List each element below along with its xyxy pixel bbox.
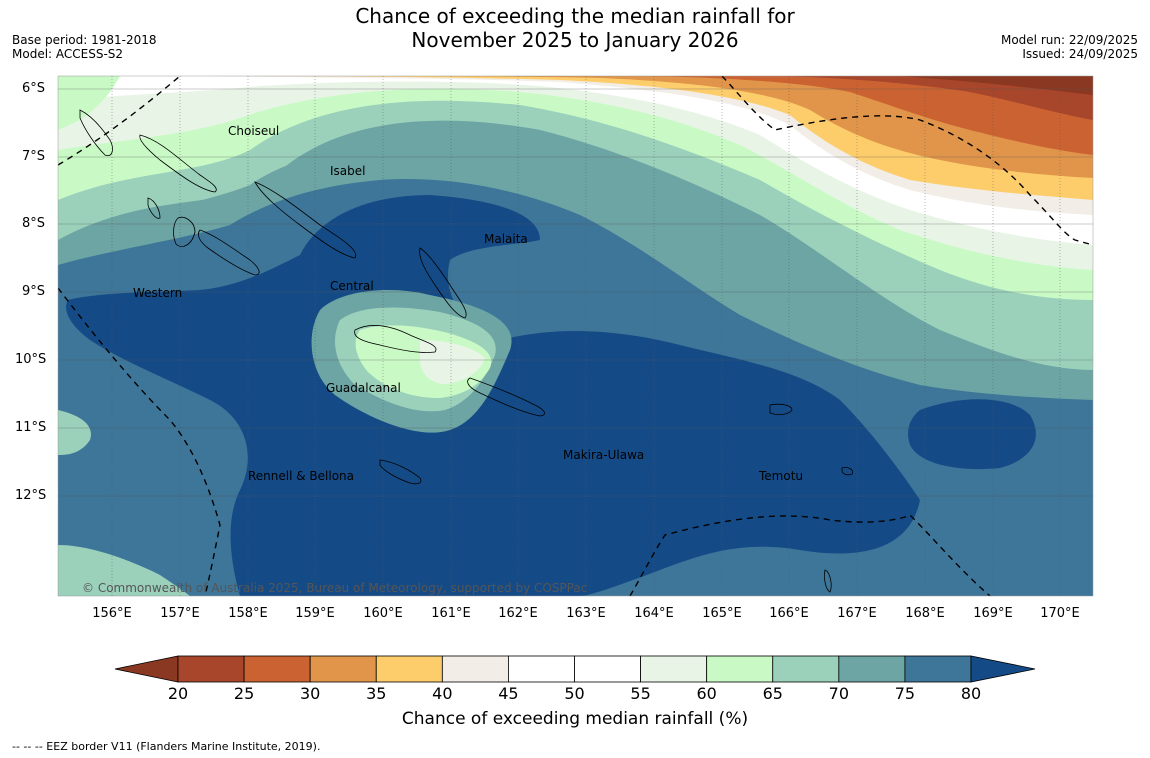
lat-label-8s: 8°S <box>22 216 46 231</box>
colorbar-extend-high <box>970 655 1036 683</box>
lat-label-6s: 6°S <box>22 81 46 96</box>
colorbar-segment <box>706 655 774 683</box>
copyright-notice: © Commonwealth of Australia 2025, Bureau… <box>82 581 587 595</box>
place-malaita: Malaita <box>484 232 528 246</box>
lon-label-164e: 164°E <box>634 606 674 621</box>
lon-label-169e: 169°E <box>973 606 1013 621</box>
colorbar-tick-label: 55 <box>630 684 651 703</box>
colorbar-tick-label: 65 <box>762 684 783 703</box>
model-name: Model: ACCESS-S2 <box>12 47 124 61</box>
lon-label-156e: 156°E <box>92 606 132 621</box>
lon-label-167e: 167°E <box>837 606 877 621</box>
colorbar-label: Chance of exceeding median rainfall (%) <box>401 709 749 729</box>
lon-label-163e: 163°E <box>566 606 606 621</box>
eez-footnote: -- -- -- EEZ border V11 (Flanders Marine… <box>12 740 321 753</box>
place-central: Central <box>330 279 374 293</box>
colorbar-tick-label: 45 <box>498 684 519 703</box>
lon-label-158e: 158°E <box>228 606 268 621</box>
chart-title-line1: Chance of exceeding the median rainfall … <box>355 4 795 28</box>
colorbar-segment <box>574 655 641 683</box>
lon-label-157e: 157°E <box>160 606 200 621</box>
lon-label-170e: 170°E <box>1040 606 1080 621</box>
lon-label-162e: 162°E <box>498 606 538 621</box>
issued-date: Issued: 24/09/2025 <box>1022 47 1138 61</box>
place-makira-ulawa: Makira-Ulawa <box>563 448 644 462</box>
place-choiseul: Choiseul <box>228 124 279 138</box>
lon-label-159e: 159°E <box>295 606 335 621</box>
lon-label-161e: 161°E <box>431 606 471 621</box>
place-rennell-bellona: Rennell & Bellona <box>248 469 354 483</box>
lon-label-160e: 160°E <box>363 606 403 621</box>
colorbar-segment <box>441 655 509 683</box>
model-run: Model run: 22/09/2025 <box>1000 33 1138 47</box>
colorbar-tick-label: 60 <box>696 684 717 703</box>
contour-fill <box>58 76 1093 596</box>
colorbar-tick-label: 70 <box>828 684 850 703</box>
lat-label-11s: 11°S <box>15 420 47 435</box>
lat-label-12s: 12°S <box>15 488 47 503</box>
coastlines <box>79 109 854 593</box>
place-western: Western <box>133 286 182 300</box>
colorbar-segment <box>640 655 708 683</box>
lon-label-168e: 168°E <box>905 606 945 621</box>
colorbar-segment <box>508 655 575 683</box>
place-temotu: Temotu <box>758 469 803 483</box>
colorbar-tick-label: 25 <box>233 684 255 703</box>
colorbar-segment <box>375 655 443 683</box>
place-isabel: Isabel <box>330 164 365 178</box>
colorbar-tick-label: 30 <box>299 684 321 703</box>
eez-borders <box>58 76 1093 596</box>
colorbar-tick-label: 20 <box>167 684 189 703</box>
lat-label-7s: 7°S <box>22 149 46 164</box>
place-guadalcanal: Guadalcanal <box>326 381 401 395</box>
colorbar-segment <box>904 655 972 683</box>
chart-title-line2: November 2025 to January 2026 <box>411 28 739 52</box>
colorbar <box>114 655 1036 683</box>
colorbar-segment <box>243 655 311 683</box>
lat-label-9s: 9°S <box>22 284 46 299</box>
lon-label-166e: 166°E <box>769 606 809 621</box>
colorbar-segment <box>772 655 840 683</box>
base-period: Base period: 1981-2018 <box>12 33 157 47</box>
colorbar-tick-label: 50 <box>564 684 585 703</box>
colorbar-segment <box>309 655 377 683</box>
colorbar-segment <box>838 655 906 683</box>
colorbar-tick-label: 75 <box>894 684 916 703</box>
colorbar-tick-label: 35 <box>366 684 387 703</box>
colorbar-tick-label: 80 <box>960 684 982 703</box>
lon-label-165e: 165°E <box>702 606 742 621</box>
colorbar-segment <box>177 655 245 683</box>
lat-label-10s: 10°S <box>15 352 47 367</box>
colorbar-tick-label: 40 <box>432 684 453 703</box>
colorbar-extend-low <box>114 655 179 683</box>
